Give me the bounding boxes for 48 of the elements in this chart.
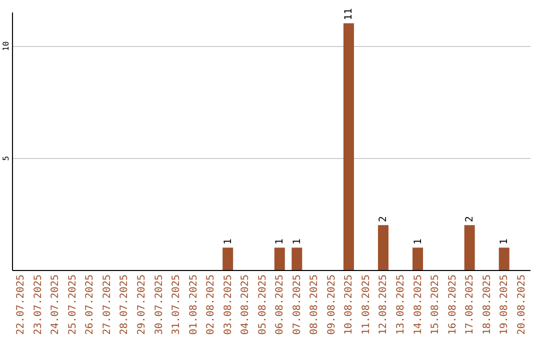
- x-tick-label: 29.07.2025: [136, 274, 148, 335]
- x-tick-label: 11.08.2025: [360, 274, 372, 335]
- x-tick-label: 01.08.2025: [188, 274, 200, 335]
- data-label: 1: [292, 238, 303, 245]
- x-tick-label: 30.07.2025: [154, 274, 165, 335]
- x-tick-label: 20.08.2025: [516, 274, 528, 335]
- x-tick-label: 17.08.2025: [464, 274, 476, 335]
- x-tick-label: 10.08.2025: [344, 274, 355, 335]
- data-label: 2: [378, 216, 390, 222]
- x-tick-label: 18.08.2025: [482, 274, 493, 335]
- x-tick-label: 13.08.2025: [396, 274, 406, 335]
- y-tick-label: 10: [2, 41, 10, 51]
- x-tick-label: 26.07.2025: [84, 274, 96, 335]
- x-tick-label: 31.07.2025: [171, 274, 182, 335]
- data-label: 1: [499, 238, 510, 245]
- x-tick-label: 12.08.2025: [378, 274, 390, 335]
- x-tick-label: 22.07.2025: [16, 274, 27, 335]
- x-tick-label: 23.07.2025: [32, 274, 44, 335]
- bar: [412, 248, 424, 270]
- x-tick-label: 07.08.2025: [292, 274, 303, 335]
- bar: [378, 225, 388, 270]
- y-tick-label: 5: [2, 156, 10, 161]
- x-tick-label: 09.08.2025: [326, 274, 338, 335]
- bar: [222, 248, 234, 270]
- x-tick-label: 28.07.2025: [119, 274, 130, 335]
- x-tick-label: 03.08.2025: [222, 274, 234, 335]
- x-tick-label: 06.08.2025: [274, 274, 286, 335]
- x-tick-label: 16.08.2025: [447, 274, 458, 335]
- x-tick-label: 25.07.2025: [67, 274, 78, 335]
- x-tick-label: 27.07.2025: [102, 274, 113, 335]
- data-label: 1: [274, 238, 286, 245]
- x-tick-label: 24.07.2025: [50, 274, 62, 335]
- bar: [464, 225, 475, 270]
- bar: [274, 248, 285, 270]
- bar: [343, 23, 354, 270]
- x-tick-label: 05.08.2025: [257, 274, 268, 335]
- bar: [292, 248, 302, 270]
- x-tick-label: 19.08.2025: [499, 274, 510, 335]
- data-label: 11: [344, 8, 355, 20]
- data-label: 1: [412, 238, 424, 245]
- x-tick-label: 08.08.2025: [309, 274, 320, 335]
- x-tick-label: 04.08.2025: [240, 274, 252, 335]
- x-tick-label: 14.08.2025: [412, 274, 424, 335]
- data-label: 1: [222, 238, 234, 245]
- x-tick-label: 15.08.2025: [430, 274, 442, 335]
- bar: [498, 248, 510, 270]
- data-label: 2: [464, 216, 476, 222]
- x-tick-label: 02.08.2025: [206, 274, 217, 335]
